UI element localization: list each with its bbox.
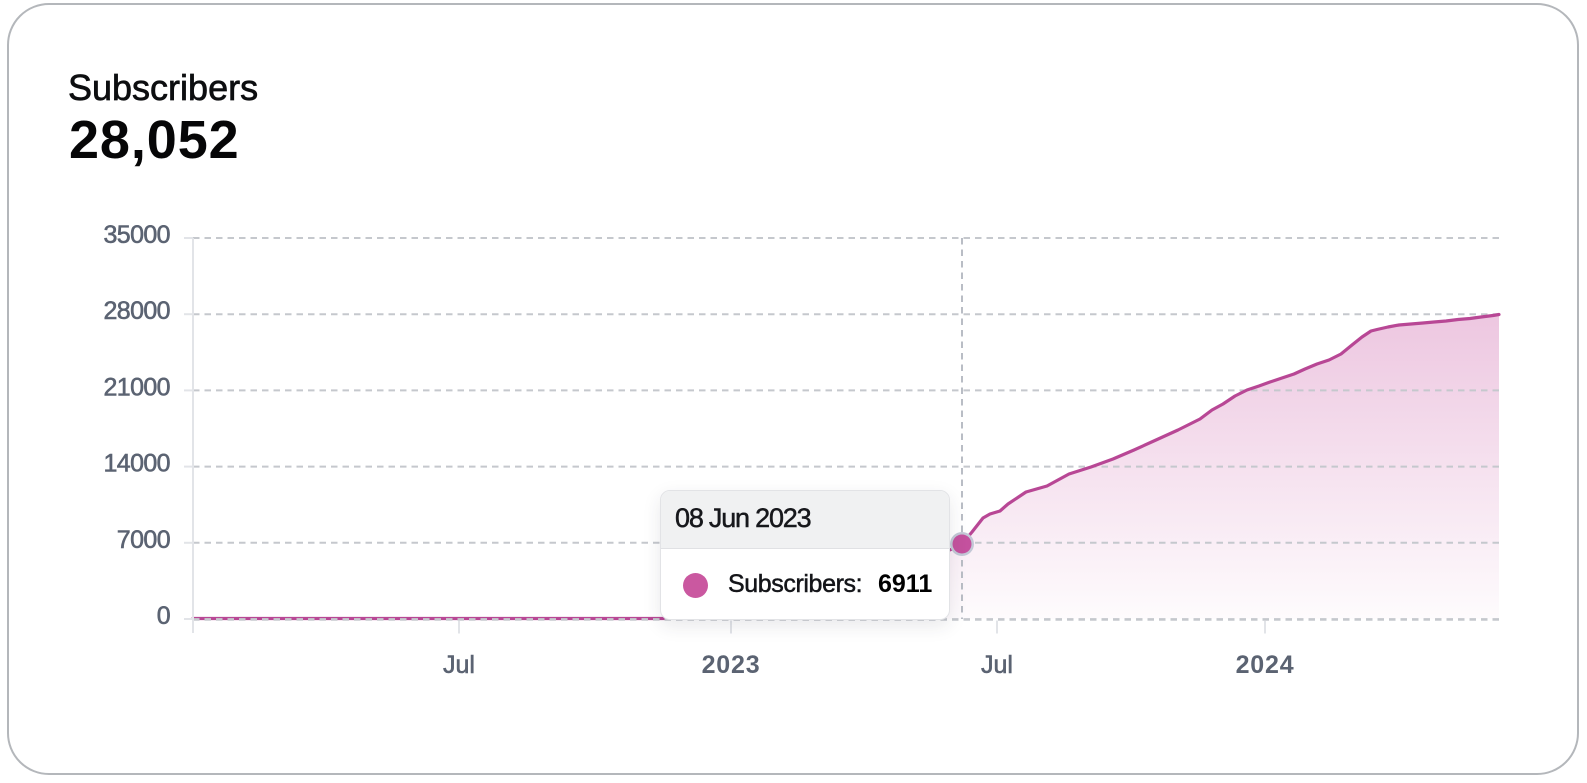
svg-text:35000: 35000 [103, 221, 170, 249]
svg-text:2023: 2023 [702, 651, 761, 679]
svg-text:14000: 14000 [103, 450, 170, 478]
svg-text:Jul: Jul [981, 651, 1013, 679]
svg-text:21000: 21000 [103, 373, 170, 401]
svg-text:28000: 28000 [103, 297, 170, 325]
svg-text:2024: 2024 [1236, 651, 1295, 679]
svg-text:Jul: Jul [443, 651, 475, 679]
svg-text:0: 0 [157, 602, 170, 630]
svg-text:7000: 7000 [117, 526, 170, 554]
